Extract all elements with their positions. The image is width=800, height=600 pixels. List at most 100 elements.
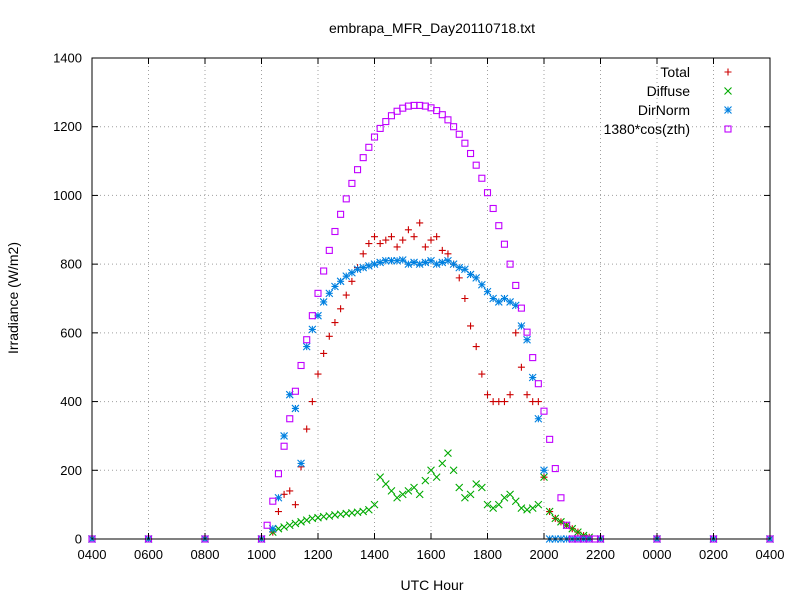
diffuse-point xyxy=(511,497,520,506)
total-point xyxy=(410,233,418,241)
total-point xyxy=(320,349,328,357)
diffuse-point xyxy=(494,500,503,509)
legend-label-1380-cos-zth: 1380*cos(zth) xyxy=(604,121,690,137)
total-point xyxy=(387,233,395,241)
dirnorm-point xyxy=(387,256,396,265)
dirnorm-point xyxy=(297,459,305,468)
legend-label-diffuse: Diffuse xyxy=(647,83,691,99)
diffuse-point xyxy=(393,493,401,502)
axes: 0400 0600 0800 1000 1200 1400 1600 1800 2000 2200… xyxy=(53,51,784,563)
x-tick-label: 0200 xyxy=(699,547,728,562)
dirnorm-point xyxy=(268,524,277,533)
1380-cos-zth-point xyxy=(563,521,571,529)
total-point xyxy=(399,236,407,244)
1380-cos-zth-point xyxy=(433,107,441,115)
dirnorm-point xyxy=(325,289,334,298)
diffuse-point xyxy=(404,487,413,495)
legend-label-dirnorm: DirNorm xyxy=(638,102,690,118)
1380-cos-zth-point xyxy=(438,111,446,119)
1380-cos-zth-point xyxy=(320,267,328,275)
dirnorm-point xyxy=(444,256,452,265)
x-tick-label: 0800 xyxy=(191,547,220,562)
dirnorm-point xyxy=(455,263,464,272)
dirnorm-point xyxy=(280,432,288,440)
total-point xyxy=(517,363,525,371)
dirnorm-point xyxy=(348,268,356,277)
diffuse-point xyxy=(489,504,498,512)
1380-cos-zth-point xyxy=(466,149,475,158)
diffuse-point xyxy=(291,519,300,528)
diffuse-point xyxy=(534,500,543,509)
1380-cos-zth-point xyxy=(557,494,565,502)
dirnorm-point xyxy=(506,298,514,306)
x-tick-label: 1400 xyxy=(360,547,389,562)
dirnorm-point xyxy=(285,390,294,399)
dirnorm-point xyxy=(364,261,373,270)
x-tick-label: 1800 xyxy=(473,547,502,562)
total-point xyxy=(365,240,373,248)
dirnorm-point xyxy=(432,260,441,269)
diffuse-point xyxy=(274,524,283,533)
x-tick-label: 1600 xyxy=(417,547,446,562)
total-point xyxy=(416,219,424,227)
total-point xyxy=(393,243,401,251)
diffuse-point xyxy=(297,517,305,526)
total-point xyxy=(438,246,446,254)
dirnorm-point xyxy=(319,298,328,306)
dirnorm-point xyxy=(359,263,368,272)
diffuse-point xyxy=(466,490,475,499)
y-tick-label: 1000 xyxy=(53,188,82,203)
1380-cos-zth-point xyxy=(517,304,525,312)
diffuse-point xyxy=(370,500,379,509)
diffuse-point xyxy=(302,516,311,524)
total-point xyxy=(382,236,390,244)
dirnorm-point xyxy=(274,493,283,502)
diffuse-point xyxy=(551,514,560,523)
dirnorm-point xyxy=(472,273,481,282)
1380-cos-zth-point xyxy=(365,143,373,151)
total-point xyxy=(512,329,520,337)
1380-cos-zth-point xyxy=(540,407,548,415)
dirnorm-point xyxy=(534,414,543,423)
diffuse-point xyxy=(449,466,458,475)
1380-cos-zth-point xyxy=(551,465,559,473)
1380-cos-zth-point xyxy=(472,161,480,169)
total-point xyxy=(444,250,452,258)
diffuse-point xyxy=(410,483,418,492)
1380-cos-zth-point xyxy=(534,380,542,388)
diffuse-point xyxy=(415,490,424,499)
dirnorm-point xyxy=(528,373,537,382)
1380-cos-zth-point xyxy=(444,116,452,124)
series-dirnorm xyxy=(88,256,774,543)
diffuse-point xyxy=(438,459,447,468)
1380-cos-zth-point xyxy=(455,130,463,138)
diffuse-point xyxy=(432,473,441,482)
total-point xyxy=(291,501,299,509)
total-point xyxy=(455,274,463,282)
x-tick-label: 2000 xyxy=(530,547,559,562)
diffuse-point xyxy=(483,500,492,509)
dirnorm-point xyxy=(523,335,531,344)
dirnorm-point xyxy=(398,256,407,264)
total-point xyxy=(500,398,508,406)
dirnorm-point xyxy=(302,342,311,351)
diffuse-point xyxy=(285,521,294,530)
y-tick-label: 1200 xyxy=(53,119,82,134)
y-tick-label: 0 xyxy=(75,532,82,547)
1380-cos-zth-point xyxy=(370,133,379,141)
dirnorm-point xyxy=(393,256,401,265)
1380-cos-zth-point xyxy=(529,354,537,362)
diffuse-point xyxy=(280,523,288,531)
total-point xyxy=(467,322,475,330)
total-point xyxy=(427,236,435,244)
diffuse-point xyxy=(477,483,486,492)
1380-cos-zth-point xyxy=(325,246,333,254)
1380-cos-zth-point xyxy=(291,387,299,395)
y-tick-label: 800 xyxy=(60,257,82,272)
diffuse-point xyxy=(461,493,469,502)
total-point xyxy=(478,370,486,378)
1380-cos-zth-point xyxy=(376,124,384,132)
1380-cos-zth-point xyxy=(348,179,356,187)
diffuse-point xyxy=(398,490,407,499)
